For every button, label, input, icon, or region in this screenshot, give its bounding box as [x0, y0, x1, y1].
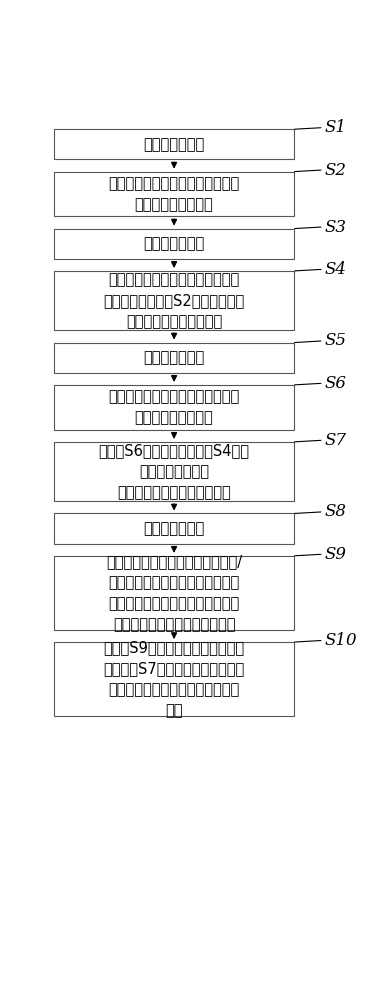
Text: S3: S3 [324, 219, 346, 236]
Bar [54, 642, 294, 716]
Text: 将步骤S9中得到的电子印章的属性
信息赋于S7中融合后得到的电子印
章图像对象，并与用户的数字证书
绑定: 将步骤S9中得到的电子印章的属性 信息赋于S7中融合后得到的电子印 章图像对象，… [104, 640, 245, 718]
Text: 提供一第四界面: 提供一第四界面 [144, 521, 205, 536]
Text: S6: S6 [324, 375, 346, 392]
Text: S2: S2 [324, 162, 346, 179]
Text: S5: S5 [324, 332, 346, 349]
Text: 响应针对所述第二界面的输入的内
容，依据所述步骤S2确定的制章模
式生成相对应的印面图案: 响应针对所述第二界面的输入的内 容，依据所述步骤S2确定的制章模 式生成相对应的… [104, 272, 245, 329]
Bar [54, 229, 294, 259]
Bar [54, 385, 294, 430]
Text: S7: S7 [324, 432, 346, 449]
Bar [54, 556, 294, 630]
Text: S10: S10 [324, 632, 357, 649]
Text: S4: S4 [324, 261, 346, 278]
Bar [54, 442, 294, 501]
Bar [54, 172, 294, 216]
Text: S1: S1 [324, 119, 346, 136]
Bar [54, 343, 294, 373]
Text: 提供一第三界面: 提供一第三界面 [144, 350, 205, 365]
Bar [54, 129, 294, 159]
Text: 将步骤S6选择的水印图像与S4步骤
中生成的印面图案
进行融合，得到电子印章图像: 将步骤S6选择的水印图像与S4步骤 中生成的印面图案 进行融合，得到电子印章图像 [99, 443, 249, 500]
Text: 响应针对所述第一界面的选择操作
输入，确定制章模式: 响应针对所述第一界面的选择操作 输入，确定制章模式 [108, 176, 240, 212]
Text: 提供一第二界面: 提供一第二界面 [144, 236, 205, 251]
Text: 响应针对所述第三界面的选择操作
输入，确定水印图像: 响应针对所述第三界面的选择操作 输入，确定水印图像 [108, 389, 240, 425]
Text: S8: S8 [324, 503, 346, 520]
Bar [54, 271, 294, 330]
Text: 提供一第一界面: 提供一第一界面 [144, 137, 205, 152]
Text: 响应针对一第四界面的操作输入和/
或依据预录入的信息，同时导入当
前时间信息，添加印章制作的必备
信息，得到电子印章的属性信息: 响应针对一第四界面的操作输入和/ 或依据预录入的信息，同时导入当 前时间信息，添… [106, 554, 242, 632]
Text: S9: S9 [324, 546, 346, 563]
Bar [54, 513, 294, 544]
